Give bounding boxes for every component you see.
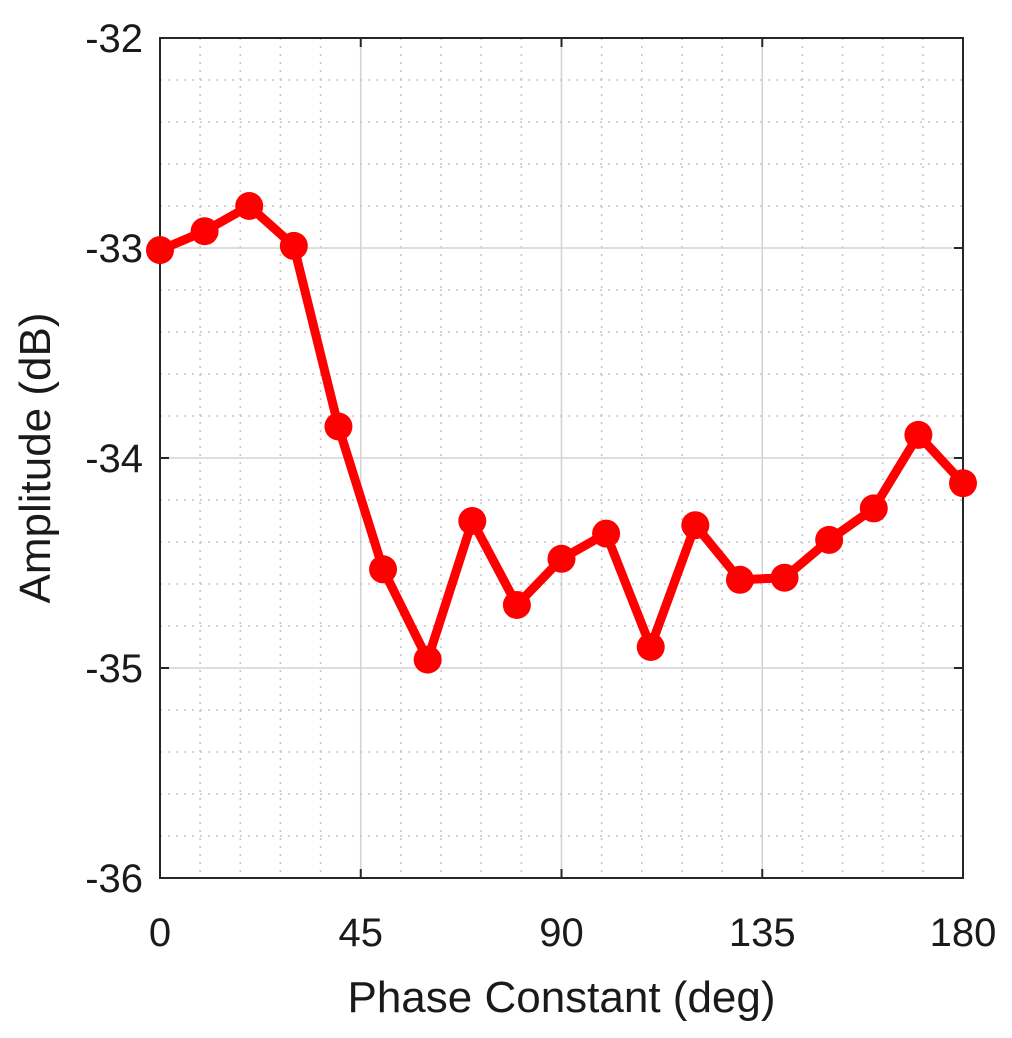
data-point — [681, 511, 710, 540]
x-tick-label: 90 — [539, 911, 584, 955]
data-point — [413, 645, 442, 674]
axis-ticks — [159, 37, 964, 879]
x-tick-label: 135 — [729, 911, 796, 955]
y-tick-label: -33 — [85, 227, 143, 271]
y-tick-label: -32 — [85, 17, 143, 61]
series-layer — [146, 192, 977, 674]
x-tick-label: 180 — [930, 911, 997, 955]
data-point — [458, 507, 487, 535]
data-point — [279, 231, 308, 260]
data-point — [725, 565, 754, 594]
data-point — [592, 519, 621, 548]
y-tick-label: -34 — [85, 437, 143, 481]
data-point — [235, 192, 264, 220]
data-point — [859, 494, 888, 523]
data-point — [324, 412, 353, 441]
y-tick-label: -35 — [85, 647, 143, 691]
data-point — [770, 563, 799, 592]
data-point — [190, 217, 219, 246]
data-point — [949, 469, 977, 498]
y-axis-tick-labels: -32 -33 -34 -35 -36 — [85, 17, 143, 901]
data-point — [815, 525, 844, 554]
data-point — [904, 420, 933, 449]
x-axis-tick-labels: 0 45 90 135 180 — [149, 911, 997, 955]
x-axis-label: Phase Constant (deg) — [347, 973, 775, 1022]
y-tick-label: -36 — [85, 857, 143, 901]
data-point — [636, 633, 665, 661]
data-point — [369, 555, 398, 584]
y-axis-label: Amplitude (dB) — [11, 312, 60, 603]
data-point — [146, 236, 174, 265]
data-point — [502, 591, 531, 619]
x-tick-label: 45 — [339, 911, 384, 955]
x-tick-label: 0 — [149, 911, 171, 955]
data-point — [547, 544, 576, 573]
grid — [160, 38, 963, 878]
